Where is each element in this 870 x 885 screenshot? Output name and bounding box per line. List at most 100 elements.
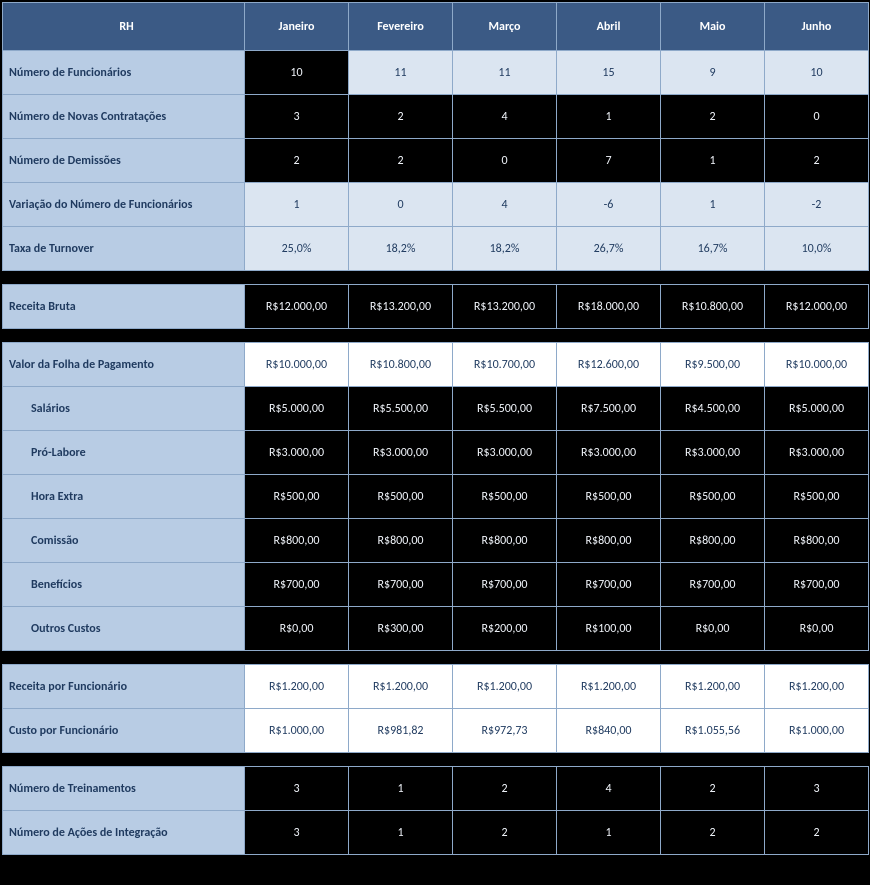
data-cell: R$5.500,00 [453,387,557,431]
data-cell: R$4.500,00 [661,387,765,431]
row-label: Comissão [3,519,245,563]
data-cell: R$700,00 [765,563,869,607]
data-cell: 1 [661,183,765,227]
data-cell: R$3.000,00 [557,431,661,475]
row-label: Outros Custos [3,607,245,651]
data-cell: 18,2% [453,227,557,271]
section-spacer [3,753,869,767]
data-cell: R$981,82 [349,709,453,753]
data-cell: R$500,00 [765,475,869,519]
data-cell: 3 [245,767,349,811]
data-cell: R$1.000,00 [245,709,349,753]
data-cell: 0 [453,139,557,183]
data-cell: -2 [765,183,869,227]
data-cell: R$13.200,00 [453,285,557,329]
data-cell: 16,7% [661,227,765,271]
data-cell: R$700,00 [557,563,661,607]
data-cell: 2 [349,139,453,183]
data-cell: R$10.800,00 [661,285,765,329]
data-cell: R$200,00 [453,607,557,651]
data-cell: R$3.000,00 [349,431,453,475]
header-row: RH Janeiro Fevereiro Março Abril Maio Ju… [3,3,869,51]
data-cell: 1 [349,767,453,811]
data-cell: 1 [245,183,349,227]
data-cell: 11 [453,51,557,95]
data-cell: 10 [765,51,869,95]
data-cell: 2 [765,811,869,855]
row-label: Número de Novas Contratações [3,95,245,139]
table-row: Receita por FuncionárioR$1.200,00R$1.200… [3,665,869,709]
data-cell: 9 [661,51,765,95]
data-cell: R$300,00 [349,607,453,651]
data-cell: R$840,00 [557,709,661,753]
data-cell: 3 [245,811,349,855]
data-cell: 4 [557,767,661,811]
data-cell: R$1.200,00 [245,665,349,709]
data-cell: R$3.000,00 [245,431,349,475]
rh-table: RH Janeiro Fevereiro Março Abril Maio Ju… [2,2,869,855]
data-cell: R$12.000,00 [245,285,349,329]
data-cell: R$700,00 [349,563,453,607]
data-cell: R$800,00 [245,519,349,563]
data-cell: R$500,00 [661,475,765,519]
data-cell: R$5.500,00 [349,387,453,431]
data-cell: 2 [765,139,869,183]
table-row: Número de Demissões220712 [3,139,869,183]
data-cell: 1 [557,95,661,139]
data-cell: 10 [245,51,349,95]
data-cell: R$10.700,00 [453,343,557,387]
data-cell: 1 [661,139,765,183]
data-cell: R$1.200,00 [453,665,557,709]
data-cell: 15 [557,51,661,95]
data-cell: R$700,00 [245,563,349,607]
table-row: Receita BrutaR$12.000,00R$13.200,00R$13.… [3,285,869,329]
table-row: Número de Treinamentos312423 [3,767,869,811]
data-cell: R$972,73 [453,709,557,753]
data-cell: R$1.200,00 [349,665,453,709]
data-cell: R$10.000,00 [245,343,349,387]
data-cell: R$3.000,00 [661,431,765,475]
data-cell: R$5.000,00 [245,387,349,431]
section-spacer [3,651,869,665]
data-cell: 2 [453,811,557,855]
data-cell: R$1.200,00 [765,665,869,709]
data-cell: 4 [453,183,557,227]
data-cell: R$5.000,00 [765,387,869,431]
row-label: Taxa de Turnover [3,227,245,271]
row-label: Receita por Funcionário [3,665,245,709]
data-cell: 10,0% [765,227,869,271]
data-cell: 18,2% [349,227,453,271]
table-row: ComissãoR$800,00R$800,00R$800,00R$800,00… [3,519,869,563]
row-label: Valor da Folha de Pagamento [3,343,245,387]
data-cell: R$500,00 [245,475,349,519]
row-label: Receita Bruta [3,285,245,329]
data-cell: R$12.600,00 [557,343,661,387]
header-month: Junho [765,3,869,51]
row-label: Número de Treinamentos [3,767,245,811]
data-cell: 26,7% [557,227,661,271]
table-row: Número de Ações de Integração312122 [3,811,869,855]
data-cell: R$1.055,56 [661,709,765,753]
data-cell: R$0,00 [245,607,349,651]
table-row: Hora ExtraR$500,00R$500,00R$500,00R$500,… [3,475,869,519]
header-month: Abril [557,3,661,51]
data-cell: R$9.500,00 [661,343,765,387]
data-cell: 2 [349,95,453,139]
data-cell: 2 [245,139,349,183]
data-cell: R$0,00 [661,607,765,651]
row-label: Custo por Funcionário [3,709,245,753]
table-row: Número de Novas Contratações324120 [3,95,869,139]
table-row: Variação do Número de Funcionários104-61… [3,183,869,227]
data-cell: R$1.000,00 [765,709,869,753]
data-cell: R$3.000,00 [765,431,869,475]
data-cell: R$700,00 [453,563,557,607]
header-month: Fevereiro [349,3,453,51]
data-cell: R$1.200,00 [557,665,661,709]
data-cell: R$3.000,00 [453,431,557,475]
data-cell: -6 [557,183,661,227]
data-cell: R$10.000,00 [765,343,869,387]
table-row: Taxa de Turnover25,0%18,2%18,2%26,7%16,7… [3,227,869,271]
data-cell: R$10.800,00 [349,343,453,387]
table-row: SaláriosR$5.000,00R$5.500,00R$5.500,00R$… [3,387,869,431]
data-cell: 2 [661,767,765,811]
